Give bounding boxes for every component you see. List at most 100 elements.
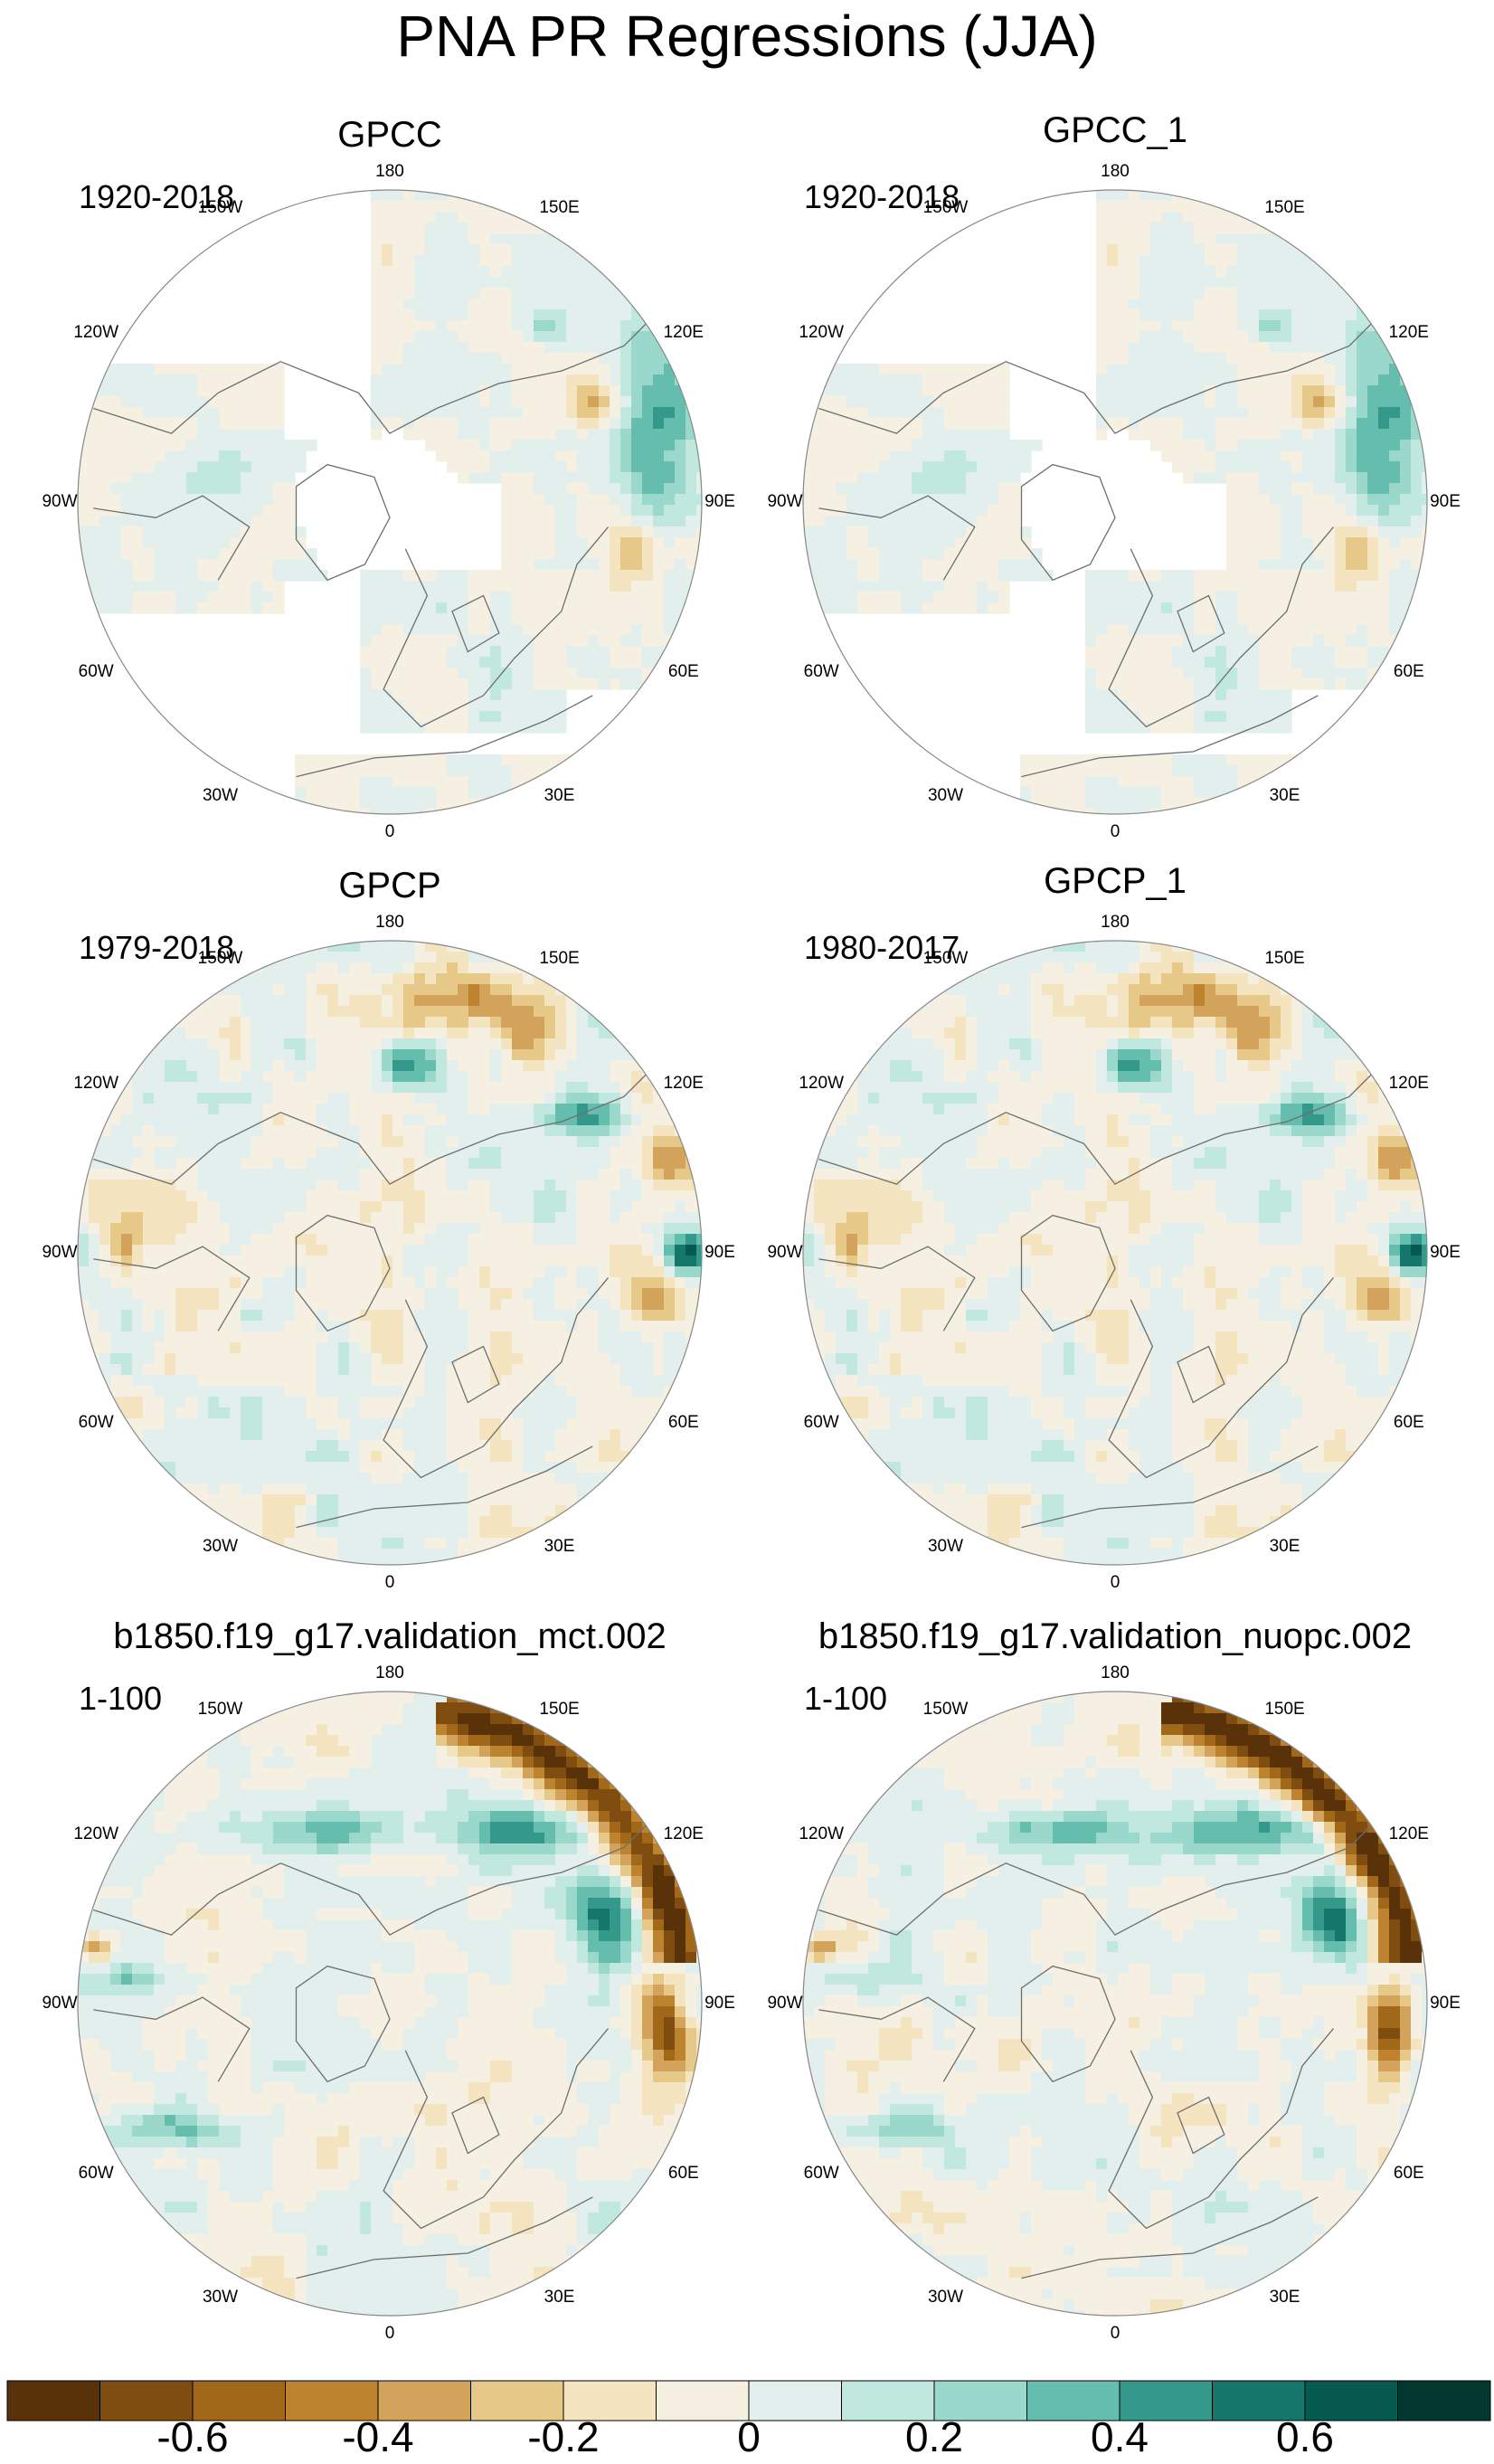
coastlines (818, 314, 1381, 778)
panel-title: GPCC_1 (1042, 110, 1188, 150)
map-boundary (802, 189, 1428, 815)
longitude-label: 180 (375, 162, 404, 181)
longitude-label: 90E (1430, 492, 1461, 511)
longitude-label: 120W (799, 1073, 845, 1093)
longitude-label: 30E (1269, 1536, 1300, 1556)
colorbar-swatch (192, 2380, 286, 2421)
map-boundary (802, 1691, 1428, 2317)
panel-period: 1979-2018 (79, 929, 235, 966)
colorbar-swatch (285, 2380, 379, 2421)
longitude-label: 150W (922, 1700, 969, 1720)
precip-regression-field (803, 190, 1427, 814)
longitude-label: 0 (1110, 2324, 1120, 2343)
panel-title: GPCC (337, 115, 442, 155)
longitude-label: 30W (927, 2287, 964, 2307)
longitude-label: 60E (1393, 2163, 1424, 2183)
longitude-label: 90W (767, 492, 803, 511)
longitude-label: 150W (197, 949, 243, 969)
longitude-label: 60W (803, 1412, 839, 1432)
colorbar-swatch (841, 2380, 935, 2421)
longitude-label: 180 (1101, 913, 1130, 932)
map-panel-3 (77, 940, 703, 1566)
panel-period: 1-100 (79, 1680, 163, 1717)
longitude-label: 120E (663, 1073, 704, 1093)
colorbar-label: 0.2 (905, 2413, 963, 2460)
colorbar-swatch (1119, 2380, 1213, 2421)
longitude-label: 90E (704, 1994, 735, 2013)
longitude-label: 150E (539, 1700, 580, 1720)
longitude-label: 60E (1393, 1412, 1424, 1432)
longitude-label: 180 (1101, 162, 1130, 181)
longitude-label: 30E (1269, 785, 1300, 805)
longitude-label: 150W (197, 198, 243, 218)
longitude-label: 90E (1430, 1994, 1461, 2013)
longitude-label: 150W (922, 949, 969, 969)
longitude-label: 90W (42, 1243, 78, 1262)
panel-period: 1920-2018 (804, 178, 960, 215)
coastlines (818, 1815, 1381, 2279)
longitude-label: 30W (202, 2287, 239, 2307)
longitude-label: 90W (767, 1243, 803, 1262)
longitude-label: 150E (1264, 198, 1305, 218)
longitude-label: 30E (544, 1536, 575, 1556)
colorbar-label: 0.4 (1091, 2413, 1149, 2460)
colorbar-swatch (1026, 2380, 1120, 2421)
longitude-label: 150W (922, 198, 969, 218)
colorbar-label: -0.4 (342, 2413, 414, 2460)
longitude-label: 60E (667, 1412, 699, 1432)
map-panel-1 (77, 189, 703, 815)
colorbar-swatch (933, 2380, 1027, 2421)
colorbar-swatch (1212, 2380, 1306, 2421)
coastlines (93, 1815, 656, 2279)
colorbar-label: 0.6 (1276, 2413, 1334, 2460)
longitude-label: 150E (539, 949, 580, 969)
longitude-label: 60E (667, 2163, 699, 2183)
longitude-label: 30W (927, 1536, 964, 1556)
longitude-label: 180 (375, 913, 404, 932)
longitude-label: 60E (1393, 661, 1424, 681)
longitude-label: 0 (384, 1573, 395, 1592)
longitude-label: 120E (1388, 1073, 1429, 1093)
longitude-label: 30W (927, 785, 964, 805)
map-panel-5 (77, 1691, 703, 2317)
longitude-label: 60E (667, 661, 699, 681)
longitude-label: 60W (78, 2163, 114, 2183)
colorbar-swatch (99, 2380, 194, 2421)
longitude-label: 60W (803, 2163, 839, 2183)
colorbar-label: 0 (737, 2413, 761, 2460)
longitude-label: 120E (1388, 1824, 1429, 1843)
longitude-label: 60W (78, 661, 114, 681)
longitude-label: 120E (663, 1824, 704, 1843)
colorbar (6, 2380, 1491, 2421)
longitude-label: 60W (803, 661, 839, 681)
colorbar-label: -0.2 (527, 2413, 600, 2460)
precip-regression-field (803, 1692, 1427, 2316)
map-panel-6 (802, 1691, 1428, 2317)
panel-title: b1850.f19_g17.validation_nuopc.002 (818, 1616, 1413, 1656)
precip-regression-field (803, 941, 1427, 1565)
longitude-label: 90W (42, 1994, 78, 2013)
longitude-label: 150E (1264, 949, 1305, 969)
longitude-label: 90W (767, 1994, 803, 2013)
figure-title: PNA PR Regressions (JJA) (396, 4, 1098, 69)
longitude-label: 180 (375, 1663, 404, 1682)
longitude-label: 150E (539, 198, 580, 218)
colorbar-swatch (656, 2380, 750, 2421)
longitude-label: 60W (78, 1412, 114, 1432)
longitude-label: 0 (384, 2324, 395, 2343)
map-boundary (77, 189, 703, 815)
coastlines (93, 314, 656, 778)
panel-period: 1-100 (804, 1680, 888, 1717)
longitude-label: 0 (1110, 822, 1120, 841)
longitude-label: 120W (799, 322, 845, 342)
map-panel-4 (802, 940, 1428, 1566)
panel-period: 1920-2018 (79, 178, 235, 215)
colorbar-label: -0.6 (156, 2413, 229, 2460)
coastlines (818, 1065, 1381, 1529)
longitude-label: 120W (799, 1824, 845, 1843)
panel-title: GPCP (338, 866, 441, 905)
longitude-label: 120W (73, 1073, 119, 1093)
coastlines (93, 1065, 656, 1529)
